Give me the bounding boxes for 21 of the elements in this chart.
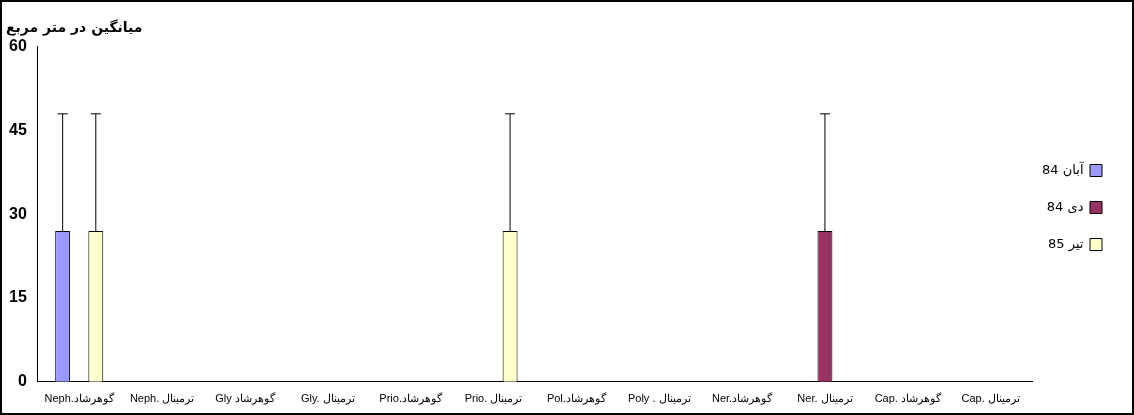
legend-label: دی 84 <box>1046 198 1084 214</box>
y-tick-label: 15 <box>9 288 27 306</box>
x-tick-label: Ner.گوهرشاد <box>711 392 774 406</box>
x-tick-label: Prio. ترمینال <box>464 392 523 406</box>
x-tick-label: Neph. ترمینال <box>129 392 195 406</box>
x-tick-label: Cap. ترمینال <box>961 392 1020 406</box>
y-axis-title: میانگین در متر مربع <box>6 19 143 37</box>
legend-label: آبان 84 <box>1042 160 1085 177</box>
x-tick-label: Gly. ترمینال <box>300 392 355 406</box>
y-tick-label: 0 <box>17 372 27 390</box>
x-tick-label: Cap. گوهرشاد <box>874 392 942 406</box>
x-tick-label: Ner. ترمینال <box>797 392 853 406</box>
x-tick-label: Gly گوهرشاد <box>215 392 276 406</box>
y-tick-label: 45 <box>9 120 27 138</box>
x-tick-label: Pol.گوهرشاد <box>546 392 607 406</box>
x-tick-label: Prio.گوهرشاد <box>379 392 443 406</box>
x-tick-label: Neph.گوهرشاد <box>44 392 115 406</box>
y-tick-label: 60 <box>9 37 27 55</box>
x-tick-label: Poly . ترمینال <box>627 392 691 406</box>
legend-label: تیر 85 <box>1048 235 1084 252</box>
y-tick-label: 30 <box>9 204 27 222</box>
